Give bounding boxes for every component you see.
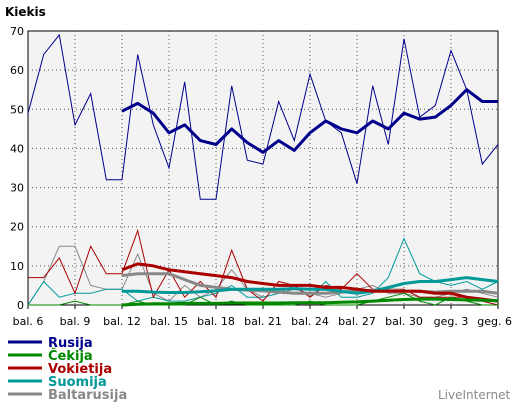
y-axis-label: Kiekis <box>5 5 46 19</box>
y-tick-label: 40 <box>10 142 24 155</box>
x-tick-label: geg. 3 <box>434 315 469 328</box>
x-tick-label: bal. 12 <box>103 315 141 328</box>
legend-label: Suomija <box>48 375 107 390</box>
y-tick-label: 30 <box>10 182 24 195</box>
series-trend-Čekija <box>121 297 499 307</box>
y-tick-labels: 0 10 20 30 40 50 60 70 <box>10 25 24 312</box>
series-lines <box>27 33 499 307</box>
legend-label: Baltarusija <box>48 388 127 403</box>
series-trend-Suomija <box>122 276 499 295</box>
y-tick-label: 70 <box>10 25 24 38</box>
x-tick-label: bal. 15 <box>150 315 188 328</box>
y-tick-label: 20 <box>10 221 24 234</box>
x-tick-label: bal. 24 <box>291 315 329 328</box>
x-tick-label: bal. 18 <box>197 315 235 328</box>
brand-label[interactable]: LiveInternet <box>438 388 510 402</box>
x-tick-label: bal. 6 <box>13 315 44 328</box>
x-tick-labels: bal. 6 bal. 9 bal. 12 bal. 15 bal. 18 bal. 21… <box>13 315 512 328</box>
series-daily-Vokietija <box>28 228 499 306</box>
series-trend-Vokietija <box>121 262 499 303</box>
y-tick-label: 0 <box>17 299 24 312</box>
series-daily-Suomija <box>27 237 499 306</box>
y-tick-label: 60 <box>10 64 24 77</box>
legend-label: Vokietija <box>48 362 112 377</box>
series-daily-Čekija <box>28 292 498 306</box>
series-trend-Rusija <box>121 88 498 154</box>
x-tick-label: bal. 27 <box>338 315 376 328</box>
y-tick-label: 10 <box>10 260 24 273</box>
x-tick-label: bal. 9 <box>60 315 91 328</box>
legend-label: Rusija <box>48 336 93 351</box>
legend-label: Čekija <box>48 348 93 364</box>
x-tick-label: geg. 6 <box>477 315 512 328</box>
x-tick-label: bal. 21 <box>244 315 282 328</box>
y-tick-label: 50 <box>10 103 24 116</box>
series-daily-Rusija <box>27 33 499 200</box>
x-tick-label: bal. 30 <box>385 315 423 328</box>
